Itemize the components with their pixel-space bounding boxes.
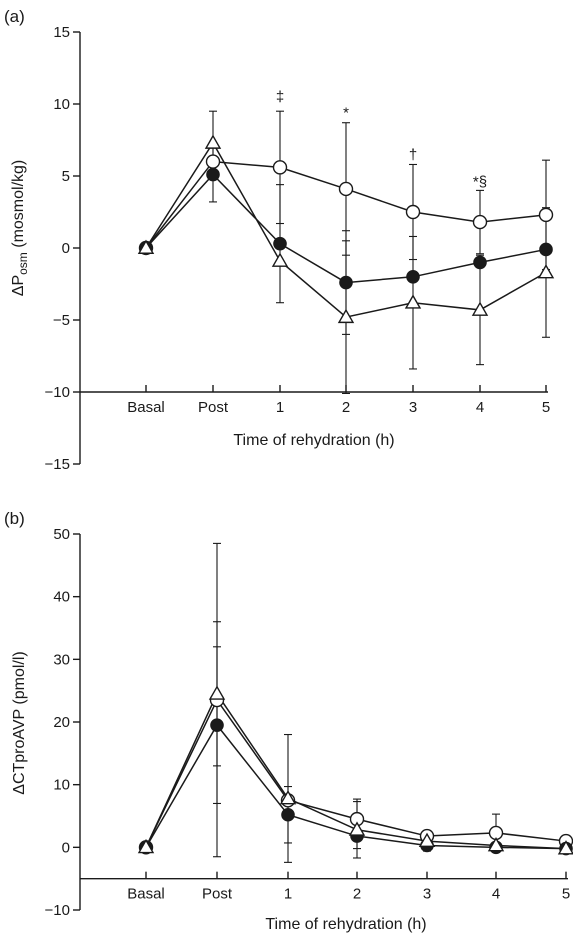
x-tick-label: 3 [409,399,417,416]
open-triangle-marker [204,134,222,149]
y-tick-label: 20 [53,714,70,731]
x-tick-label: 3 [423,886,431,903]
y-tick-label: 15 [53,24,70,41]
filled-circle-marker [273,236,287,251]
x-tick-label: 1 [284,886,292,903]
open-circle-marker [338,181,354,197]
panel-a-markers [137,134,555,324]
significance-annotation: ‡ [276,89,284,106]
panel-a-error-bars [209,110,550,394]
filled-circle-marker [206,167,220,182]
significance-annotation: † [409,146,417,163]
open-triangle-marker [137,239,155,254]
open-triangle-marker [471,301,489,316]
filled-circle-marker [406,270,420,284]
y-tick-label: 5 [62,168,70,185]
y-tick-label: −10 [45,902,70,919]
panel-a-x-axis-label: Time of rehydration (h) [233,432,394,449]
panel-b-markers [137,685,573,856]
y-tick-label: 10 [53,777,70,794]
x-tick-label: 4 [476,399,484,416]
filled-circle-marker [539,242,553,257]
open-triangle-marker [537,264,555,279]
open-triangle-marker [337,308,355,324]
open-circle-marker [472,214,488,230]
panel-a-y-ticks: 15 10 5 0 −5 −10 −15 [45,24,81,473]
open-circle-marker [538,207,554,223]
open-triangle-marker [348,821,366,836]
x-tick-label: 2 [353,886,361,903]
significance-annotation: * [343,105,349,122]
panel-b-y-ticks: 50 40 30 20 10 0 −10 [45,526,81,919]
x-tick-label: 5 [542,399,550,416]
panel-a-y-axis-label-main: ΔP [10,275,27,296]
panel-a-annotations: ‡ * † *§ [276,89,487,191]
open-circle-marker [272,160,288,175]
panel-b-y-axis-label: ΔCTproAVP (pmol/l) [11,651,28,794]
y-tick-label: 30 [53,651,70,668]
open-triangle-marker [137,838,155,854]
panel-b-label: (b) [4,509,25,528]
open-circle-marker [405,204,421,220]
open-triangle-marker [404,294,422,309]
panel-a-y-axis-label-sub: osm [16,252,30,275]
filled-circle-marker [210,718,224,732]
filled-circle-marker [281,807,295,822]
panel-a-y-axis-label-unit: (mosmol/kg) [10,160,27,252]
filled-circle-marker [473,255,487,270]
y-tick-label: 10 [53,96,70,113]
filled-circle-marker [339,275,353,290]
open-triangle-marker [208,685,226,700]
significance-annotation: *§ [473,174,487,191]
y-tick-label: −15 [45,456,70,473]
y-tick-label: −5 [53,312,70,329]
x-tick-label: 5 [562,886,570,903]
open-triangle-marker [557,840,573,855]
x-tick-label: Basal [127,399,165,416]
x-tick-label: 4 [492,886,500,903]
y-tick-label: 40 [53,589,70,606]
open-triangle-marker [271,252,289,267]
panel-b-x-axis-label: Time of rehydration (h) [265,916,426,933]
panel-b-x-ticks: Basal Post 1 2 3 4 5 [80,871,570,903]
x-tick-label: 2 [342,399,350,416]
x-tick-label: Post [198,399,229,416]
open-triangle-marker [487,837,505,852]
x-tick-label: Post [202,886,233,903]
open-circle-marker [205,154,221,169]
open-triangle-marker [279,790,297,805]
x-tick-label: Basal [127,886,165,903]
y-tick-label: −10 [45,384,70,401]
open-triangle-marker [418,832,436,848]
y-tick-label: 50 [53,526,70,543]
x-tick-label: 1 [276,399,284,416]
panel-a-x-ticks: Basal Post 1 2 3 4 5 [80,385,550,416]
panel-a-y-axis-label: ΔPosm (mosmol/kg) [10,160,30,296]
panel-a-label: (a) [4,7,25,26]
panel-b: (b) 50 40 30 20 10 0 −10 Basal Post 1 2 3 4 5 Time o… [4,509,573,933]
y-tick-label: 0 [62,240,70,257]
y-tick-label: 0 [62,839,70,856]
